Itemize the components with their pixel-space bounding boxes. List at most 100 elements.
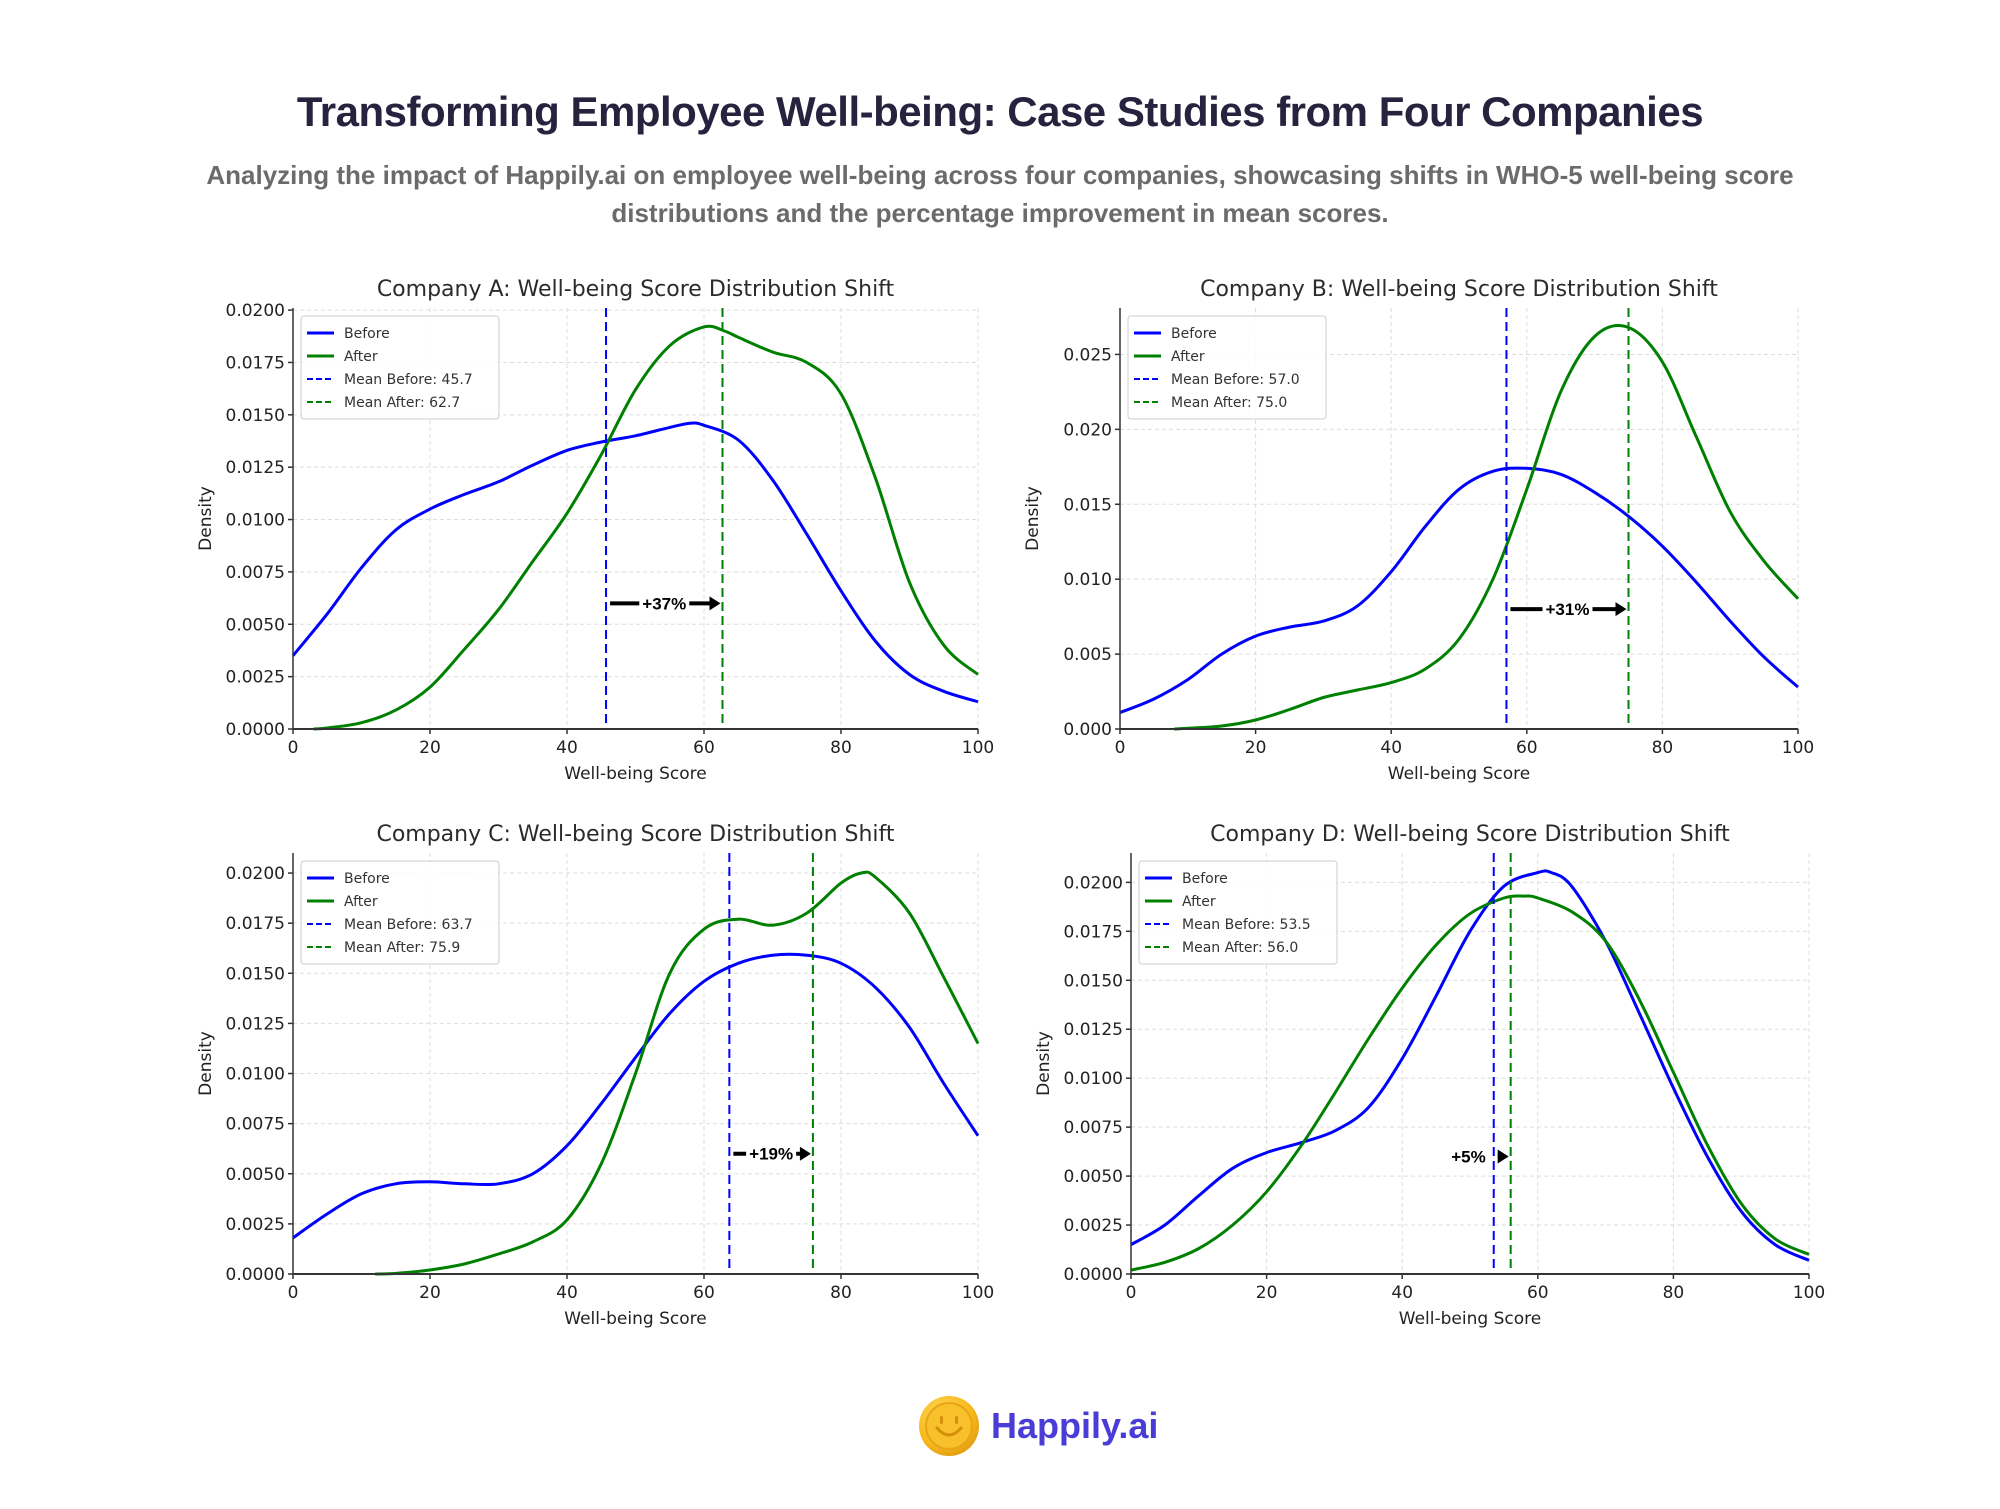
y-tick-label: 0.0200 bbox=[226, 301, 285, 321]
x-tick-label: 80 bbox=[1663, 1283, 1685, 1303]
annotation-label: +37% bbox=[642, 594, 686, 613]
x-tick-label: 100 bbox=[1793, 1283, 1825, 1303]
annotation-label-bg bbox=[639, 592, 690, 615]
y-tick-label: 0.0125 bbox=[226, 1014, 285, 1034]
x-tick-label: 80 bbox=[830, 738, 852, 758]
y-tick-label: 0.0200 bbox=[1064, 873, 1123, 893]
y-tick-label: 0.015 bbox=[1063, 495, 1112, 515]
legend-label: After bbox=[344, 894, 378, 910]
annotation-arrow-head bbox=[1615, 602, 1627, 617]
x-tick-label: 40 bbox=[1380, 738, 1402, 758]
y-tick-label: 0.0100 bbox=[226, 511, 285, 531]
y-tick-label: 0.0075 bbox=[226, 563, 285, 583]
x-axis-label: Well-being Score bbox=[1399, 1309, 1541, 1329]
y-axis-label: Density bbox=[1034, 1031, 1054, 1096]
y-axis-label: Density bbox=[196, 486, 216, 551]
page-title: Transforming Employee Well-being: Case S… bbox=[296, 88, 1704, 135]
legend-label: After bbox=[344, 349, 378, 365]
y-axis-label: Density bbox=[196, 1031, 216, 1096]
series-line-after bbox=[313, 324, 979, 731]
legend-label: Mean After: 75.9 bbox=[344, 940, 460, 956]
x-axis-label: Well-being Score bbox=[1388, 764, 1530, 784]
legend-label: After bbox=[1182, 894, 1216, 910]
y-tick-label: 0.0000 bbox=[226, 1265, 285, 1285]
series-line-after bbox=[1174, 324, 1800, 731]
x-tick-label: 100 bbox=[962, 738, 994, 758]
legend-label: Before bbox=[344, 871, 390, 887]
legend-label: Before bbox=[1182, 871, 1228, 887]
legend-box bbox=[1127, 315, 1327, 420]
chart-title: Company D: Well-being Score Distribution… bbox=[1210, 822, 1730, 847]
annotation-label: +31% bbox=[1546, 600, 1590, 619]
y-tick-label: 0.0050 bbox=[226, 1165, 285, 1185]
legend-box bbox=[300, 860, 500, 965]
annotation-label: +19% bbox=[749, 1145, 793, 1164]
x-axis-label: Well-being Score bbox=[564, 764, 706, 784]
x-axis-label: Well-being Score bbox=[564, 1309, 706, 1329]
page-subtitle: Analyzing the impact of Happily.ai on em… bbox=[150, 156, 1850, 232]
x-tick-label: 60 bbox=[1527, 1283, 1549, 1303]
x-tick-label: 60 bbox=[1516, 738, 1538, 758]
subtitle-line-1: Analyzing the impact of Happily.ai on em… bbox=[206, 160, 1794, 190]
legend-box bbox=[1138, 860, 1338, 965]
logo-text: Happily.ai bbox=[991, 1405, 1159, 1446]
y-tick-label: 0.0025 bbox=[226, 668, 285, 688]
y-tick-label: 0.0125 bbox=[226, 458, 285, 478]
y-tick-label: 0.0150 bbox=[226, 964, 285, 984]
y-tick-label: 0.0025 bbox=[1064, 1216, 1123, 1236]
subtitle-line-2: distributions and the percentage improve… bbox=[611, 198, 1389, 228]
y-tick-label: 0.0075 bbox=[226, 1115, 285, 1135]
y-tick-label: 0.0050 bbox=[226, 615, 285, 635]
legend-label: After bbox=[1171, 349, 1205, 365]
annotation-label-bg bbox=[746, 1142, 797, 1165]
y-axis-label: Density bbox=[1023, 486, 1043, 551]
x-tick-label: 0 bbox=[1126, 1283, 1137, 1303]
series-line-before bbox=[1130, 869, 1810, 1262]
annotation-label: +5% bbox=[1451, 1148, 1486, 1167]
chart-title: Company A: Well-being Score Distribution… bbox=[377, 277, 895, 302]
legend-label: Mean Before: 63.7 bbox=[344, 917, 473, 933]
y-tick-label: 0.000 bbox=[1063, 720, 1112, 740]
y-tick-label: 0.0100 bbox=[1064, 1069, 1123, 1089]
y-tick-label: 0.0050 bbox=[1064, 1167, 1123, 1187]
y-tick-label: 0.025 bbox=[1063, 345, 1112, 365]
annotation-arrow-head bbox=[1497, 1149, 1509, 1164]
y-tick-label: 0.0075 bbox=[1064, 1118, 1123, 1138]
x-tick-label: 60 bbox=[693, 1283, 715, 1303]
x-tick-label: 0 bbox=[288, 1283, 299, 1303]
y-tick-label: 0.0125 bbox=[1064, 1020, 1123, 1040]
x-tick-label: 20 bbox=[419, 1283, 441, 1303]
legend-label: Before bbox=[1171, 326, 1217, 342]
annotation-arrow-head bbox=[799, 1146, 811, 1161]
y-tick-label: 0.0175 bbox=[1064, 922, 1123, 942]
y-tick-label: 0.0000 bbox=[226, 720, 285, 740]
x-tick-label: 40 bbox=[556, 738, 578, 758]
y-tick-label: 0.020 bbox=[1063, 420, 1112, 440]
y-tick-label: 0.010 bbox=[1063, 570, 1112, 590]
chart-title: Company B: Well-being Score Distribution… bbox=[1200, 277, 1718, 302]
chart-title: Company C: Well-being Score Distribution… bbox=[376, 822, 894, 847]
legend-box bbox=[300, 315, 500, 420]
x-tick-label: 0 bbox=[288, 738, 299, 758]
series-line-before bbox=[291, 421, 979, 704]
y-tick-label: 0.005 bbox=[1063, 645, 1112, 665]
legend-label: Mean After: 62.7 bbox=[344, 395, 460, 411]
series-line-before bbox=[292, 952, 980, 1240]
annotation-arrow-head bbox=[709, 596, 721, 611]
legend-label: Mean After: 75.0 bbox=[1171, 395, 1287, 411]
y-tick-label: 0.0025 bbox=[226, 1215, 285, 1235]
series-line-before bbox=[1119, 466, 1799, 714]
x-tick-label: 100 bbox=[1782, 738, 1814, 758]
legend-label: Mean Before: 45.7 bbox=[344, 372, 473, 388]
y-tick-label: 0.0000 bbox=[1064, 1265, 1123, 1285]
annotation-label-bg bbox=[1542, 598, 1593, 621]
y-tick-label: 0.0150 bbox=[1064, 971, 1123, 991]
x-tick-label: 80 bbox=[830, 1283, 852, 1303]
x-tick-label: 20 bbox=[1256, 1283, 1278, 1303]
x-tick-label: 40 bbox=[556, 1283, 578, 1303]
x-tick-label: 80 bbox=[1652, 738, 1674, 758]
